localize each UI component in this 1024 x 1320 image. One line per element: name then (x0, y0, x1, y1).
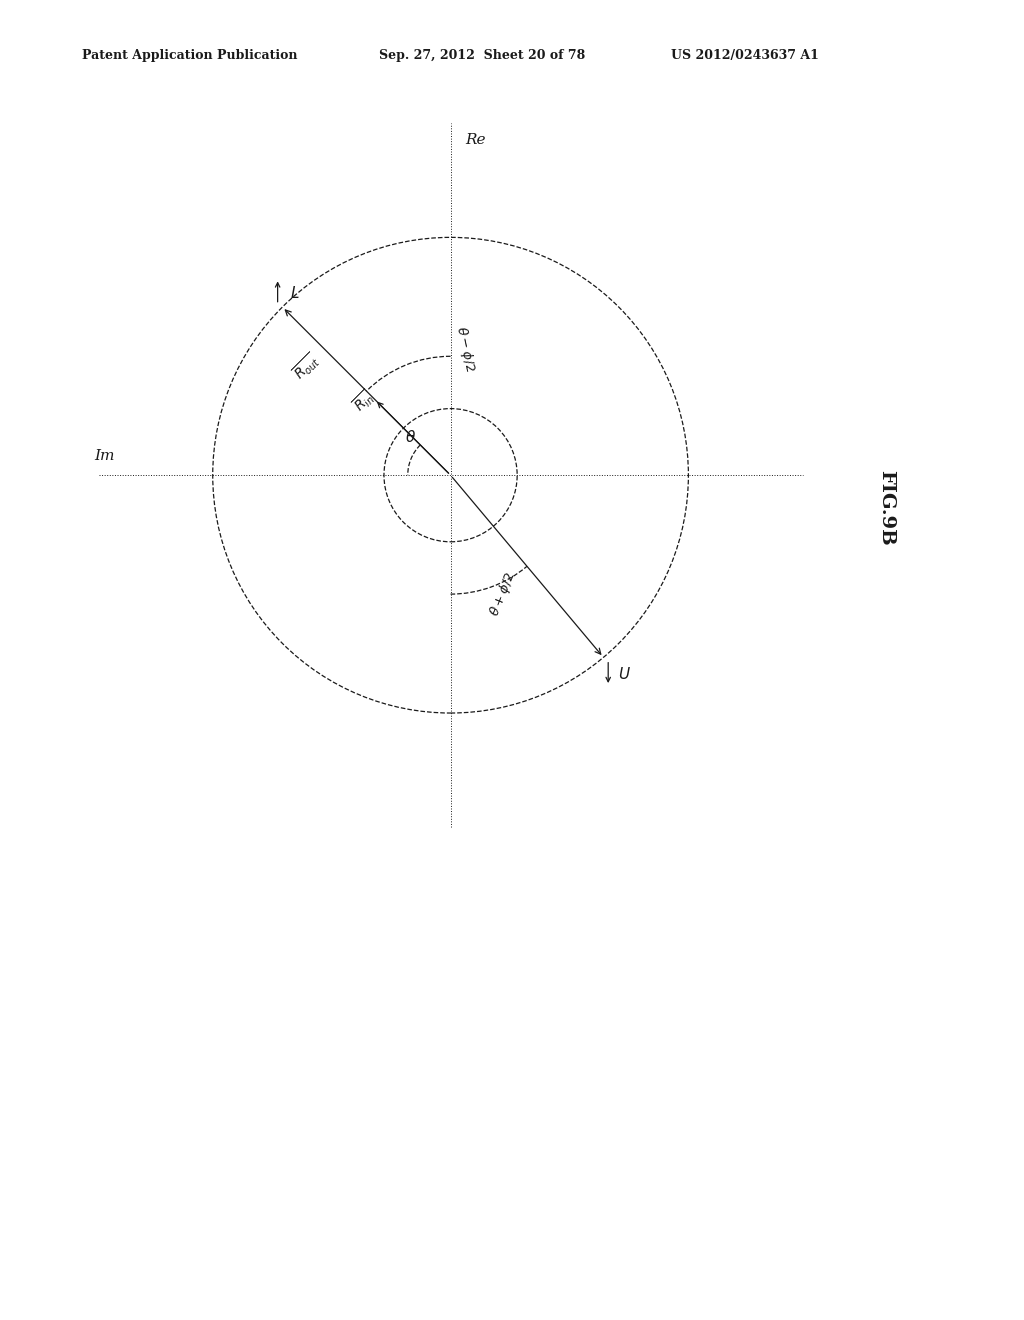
Text: FIG.9B: FIG.9B (877, 470, 895, 546)
Text: US 2012/0243637 A1: US 2012/0243637 A1 (671, 49, 818, 62)
Text: Re: Re (465, 133, 485, 147)
Text: $\theta - \phi/2$: $\theta - \phi/2$ (452, 325, 478, 374)
Text: $\theta + \phi/2$: $\theta + \phi/2$ (486, 569, 519, 619)
Text: $\overline{R_{out}}$: $\overline{R_{out}}$ (289, 350, 324, 384)
Text: Patent Application Publication: Patent Application Publication (82, 49, 297, 62)
Text: $U$: $U$ (617, 667, 631, 682)
Text: $\theta$: $\theta$ (406, 429, 417, 445)
Text: $\overline{R_{in}}$: $\overline{R_{in}}$ (349, 387, 379, 416)
Text: Im: Im (94, 449, 115, 463)
Text: $L$: $L$ (290, 285, 299, 301)
Text: Sep. 27, 2012  Sheet 20 of 78: Sep. 27, 2012 Sheet 20 of 78 (379, 49, 585, 62)
